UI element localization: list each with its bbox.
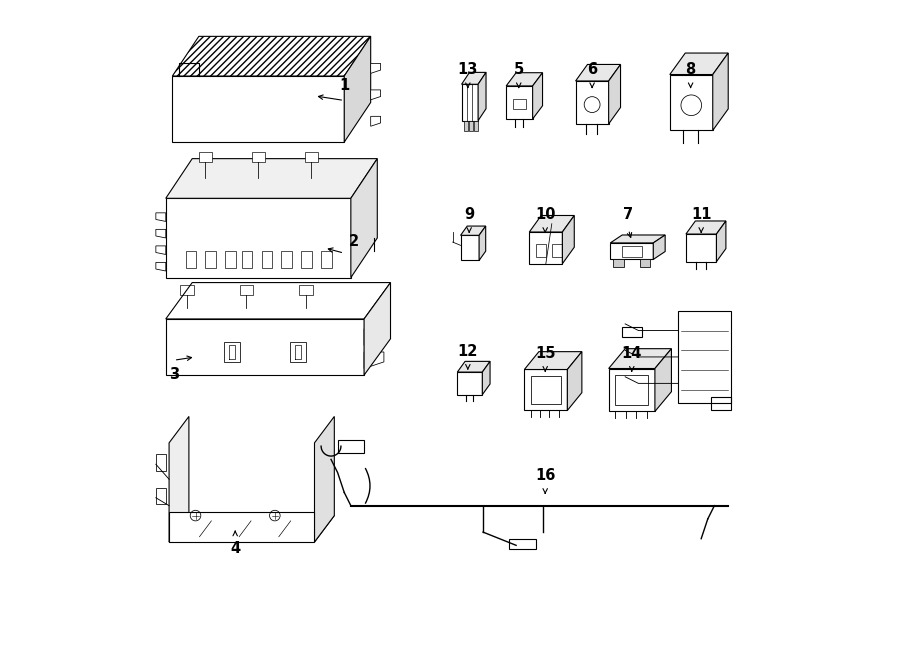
Polygon shape bbox=[716, 221, 726, 262]
Polygon shape bbox=[655, 349, 671, 411]
Polygon shape bbox=[529, 232, 562, 264]
Text: 1: 1 bbox=[339, 79, 349, 93]
Polygon shape bbox=[576, 64, 620, 81]
Text: 4: 4 bbox=[230, 541, 240, 556]
Polygon shape bbox=[670, 53, 728, 75]
Text: 6: 6 bbox=[587, 62, 598, 77]
Polygon shape bbox=[371, 90, 381, 100]
Text: 12: 12 bbox=[458, 344, 478, 359]
Polygon shape bbox=[653, 235, 665, 259]
Polygon shape bbox=[608, 64, 620, 124]
Polygon shape bbox=[613, 259, 624, 267]
Polygon shape bbox=[576, 81, 608, 124]
Polygon shape bbox=[457, 372, 482, 395]
Polygon shape bbox=[461, 226, 486, 235]
Polygon shape bbox=[173, 36, 371, 76]
Polygon shape bbox=[457, 362, 490, 372]
Polygon shape bbox=[478, 73, 486, 121]
Polygon shape bbox=[344, 36, 371, 142]
Text: 16: 16 bbox=[535, 469, 555, 483]
Polygon shape bbox=[525, 352, 582, 369]
Polygon shape bbox=[156, 213, 166, 221]
Polygon shape bbox=[371, 116, 381, 126]
Polygon shape bbox=[533, 73, 543, 119]
Polygon shape bbox=[166, 198, 351, 278]
Text: 3: 3 bbox=[168, 368, 179, 382]
Polygon shape bbox=[173, 76, 344, 142]
Polygon shape bbox=[169, 416, 189, 542]
Polygon shape bbox=[562, 215, 574, 264]
Text: 2: 2 bbox=[349, 234, 359, 249]
Polygon shape bbox=[474, 121, 478, 131]
Polygon shape bbox=[529, 215, 574, 232]
Polygon shape bbox=[364, 283, 391, 375]
Polygon shape bbox=[686, 234, 716, 262]
Polygon shape bbox=[525, 369, 567, 410]
Polygon shape bbox=[156, 229, 166, 238]
Polygon shape bbox=[462, 84, 478, 121]
Polygon shape bbox=[166, 319, 364, 375]
Polygon shape bbox=[506, 73, 543, 86]
Polygon shape bbox=[640, 259, 651, 267]
Polygon shape bbox=[371, 63, 381, 73]
Text: 5: 5 bbox=[514, 62, 524, 77]
Polygon shape bbox=[304, 152, 318, 162]
Text: 10: 10 bbox=[535, 208, 555, 222]
Polygon shape bbox=[314, 416, 334, 542]
Polygon shape bbox=[482, 362, 491, 395]
Polygon shape bbox=[461, 235, 479, 260]
Polygon shape bbox=[506, 86, 533, 119]
Polygon shape bbox=[608, 349, 671, 369]
Polygon shape bbox=[169, 512, 314, 542]
Polygon shape bbox=[469, 121, 473, 131]
Polygon shape bbox=[156, 262, 166, 271]
Polygon shape bbox=[713, 53, 728, 130]
Polygon shape bbox=[686, 221, 726, 234]
Polygon shape bbox=[610, 243, 653, 259]
Text: 14: 14 bbox=[622, 346, 642, 361]
Polygon shape bbox=[199, 152, 212, 162]
Text: 9: 9 bbox=[464, 208, 474, 222]
Polygon shape bbox=[608, 369, 655, 411]
Polygon shape bbox=[169, 516, 334, 542]
Polygon shape bbox=[166, 283, 391, 319]
Polygon shape bbox=[462, 73, 486, 84]
Polygon shape bbox=[252, 152, 265, 162]
Text: 8: 8 bbox=[686, 62, 696, 77]
Polygon shape bbox=[670, 75, 713, 130]
Polygon shape bbox=[351, 159, 377, 278]
Polygon shape bbox=[479, 226, 486, 260]
Polygon shape bbox=[166, 159, 377, 198]
Polygon shape bbox=[464, 121, 467, 131]
Text: 7: 7 bbox=[624, 208, 634, 222]
Polygon shape bbox=[567, 352, 582, 410]
Polygon shape bbox=[156, 246, 166, 254]
Polygon shape bbox=[610, 235, 665, 243]
Text: 11: 11 bbox=[691, 208, 711, 222]
Text: 13: 13 bbox=[458, 62, 478, 77]
Text: 15: 15 bbox=[535, 346, 555, 361]
